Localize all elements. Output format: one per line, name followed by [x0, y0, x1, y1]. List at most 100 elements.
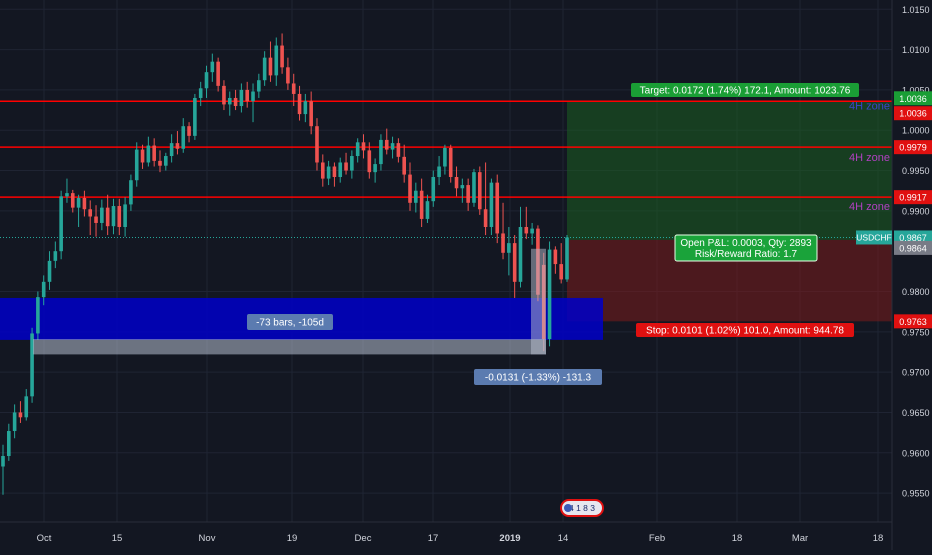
zone-label-4h-upper: 4H zone — [849, 152, 890, 164]
candle-body — [338, 162, 343, 177]
level-3-price-tag-bg — [894, 190, 932, 205]
candle-body — [152, 145, 156, 161]
candle-body — [227, 97, 232, 105]
flag-icon — [564, 504, 572, 512]
candle-body — [344, 162, 348, 171]
candle-body — [437, 166, 441, 177]
stop-price-tag-bg — [894, 314, 932, 329]
y-tick-label: 1.0050 — [902, 85, 930, 95]
y-tick-label: 0.9950 — [902, 166, 930, 176]
target-zone — [567, 101, 892, 240]
candle-body — [530, 228, 534, 234]
candle-body — [181, 126, 186, 149]
candle-body — [47, 260, 52, 282]
symbol-tag-bg — [856, 230, 892, 245]
candle-body — [507, 243, 511, 253]
x-tick-label: Feb — [649, 533, 665, 544]
candle-body — [501, 233, 505, 253]
candle-body — [41, 281, 46, 298]
candle-body — [466, 185, 470, 203]
x-tick-label: Oct — [37, 533, 52, 544]
x-tick-label: 2019 — [499, 533, 520, 544]
candle-body — [390, 143, 395, 150]
candle-body — [291, 83, 296, 94]
y-tick-label: 0.9650 — [902, 408, 930, 418]
candle-body — [100, 207, 104, 223]
candle-body — [94, 216, 98, 223]
candle-body — [315, 126, 319, 163]
candle-body — [117, 206, 122, 227]
stop-price-tag: 0.9763 — [894, 314, 932, 329]
candle-body — [251, 91, 255, 102]
zone-label-4h-lower: 4H zone — [849, 201, 890, 213]
measure-bars-label-bg — [247, 314, 333, 330]
candle-body — [483, 209, 488, 227]
candle-body — [146, 145, 151, 163]
y-tick-label: 1.0000 — [902, 126, 930, 136]
candle-body — [76, 197, 81, 208]
candle-body — [367, 150, 372, 173]
event-badge-bg — [560, 499, 604, 517]
level-2-price-tag: 0.9979 — [894, 140, 932, 155]
y-tick-label: 1.0100 — [902, 45, 930, 55]
y-tick-label: 1.0150 — [902, 5, 930, 15]
candle-body — [169, 143, 174, 157]
candle-body — [175, 143, 180, 149]
measure-bars-label-text: -73 bars, -105d — [256, 318, 324, 329]
candle-body — [355, 142, 360, 157]
candle-body — [524, 226, 529, 234]
candle-body — [187, 126, 191, 136]
level-2-price-tag-bg — [894, 140, 932, 155]
candle-body — [396, 143, 401, 157]
x-tick-label: 17 — [428, 533, 439, 544]
measure-price-label-bg — [474, 369, 602, 385]
candle-body — [245, 89, 250, 102]
entry-price-tag-text: 0.9864 — [899, 243, 927, 253]
candle-body — [489, 182, 494, 227]
candle-body — [18, 412, 23, 418]
candle-body — [134, 149, 139, 181]
level-1-price-tag-bg — [894, 106, 932, 121]
pnl-label-bg — [674, 234, 818, 262]
level-2-price-tag-text: 0.9979 — [899, 143, 927, 153]
target-price-tag: 1.0036 — [894, 91, 932, 106]
candle-body — [425, 201, 430, 219]
candle-body — [70, 193, 75, 208]
measure-bars-label: -73 bars, -105d — [247, 314, 333, 330]
candle-body — [565, 237, 569, 280]
event-badge[interactable]: 4 1 8 3 — [560, 499, 604, 517]
candle-body — [559, 264, 563, 280]
measure-price-label-text: -0.0131 (-1.33%) -131.3 — [485, 373, 592, 384]
stop-label-text: Stop: 0.0101 (1.02%) 101.0, Amount: 944.… — [646, 326, 844, 337]
y-tick-label: 0.9700 — [902, 368, 930, 378]
stop-label: Stop: 0.0101 (1.02%) 101.0, Amount: 944.… — [636, 323, 854, 337]
candle-body — [210, 61, 215, 73]
candle-body — [512, 243, 517, 282]
candle-body — [105, 207, 110, 227]
x-tick-label: Nov — [199, 533, 216, 544]
candle-body — [286, 67, 290, 84]
candle-body — [320, 162, 325, 179]
candle-body — [309, 101, 313, 127]
x-tick-label: 15 — [112, 533, 123, 544]
x-tick-label: 18 — [873, 533, 884, 544]
y-tick-label: 0.9600 — [902, 448, 930, 458]
candle-body — [443, 147, 447, 167]
candle-body — [59, 196, 63, 252]
candle-body — [274, 45, 279, 76]
candle-body — [198, 88, 203, 98]
candle-body — [24, 396, 29, 418]
zone-label-1d: 4H zone — [849, 100, 890, 112]
candle-body — [414, 190, 418, 203]
candle-body — [111, 206, 116, 227]
candle-body — [123, 204, 127, 227]
candle-body — [303, 101, 308, 115]
entry-price-tag-bg — [894, 240, 932, 255]
candle-body — [384, 139, 389, 150]
symbol-tag: USDCHF — [856, 230, 892, 245]
target-price-tag-bg — [894, 91, 932, 106]
candle-body — [158, 160, 162, 166]
